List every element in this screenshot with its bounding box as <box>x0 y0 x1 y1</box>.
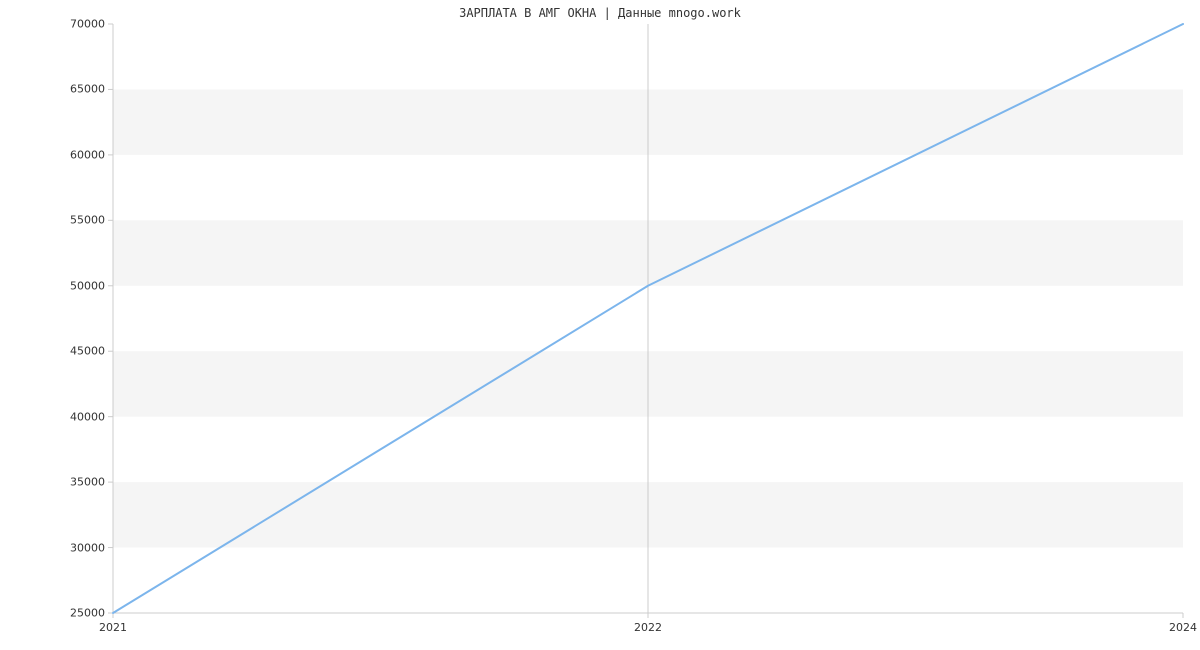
y-tick-label: 25000 <box>45 607 105 620</box>
y-tick-label: 45000 <box>45 345 105 358</box>
y-tick-label: 50000 <box>45 279 105 292</box>
chart-svg <box>0 0 1200 650</box>
x-tick-label: 2022 <box>634 621 662 634</box>
salary-line-chart: ЗАРПЛАТА В АМГ ОКНА | Данные mnogo.work … <box>0 0 1200 650</box>
x-tick-label: 2024 <box>1169 621 1197 634</box>
x-tick-label: 2021 <box>99 621 127 634</box>
y-tick-label: 55000 <box>45 214 105 227</box>
y-tick-label: 30000 <box>45 541 105 554</box>
y-tick-label: 40000 <box>45 410 105 423</box>
y-tick-label: 60000 <box>45 148 105 161</box>
y-tick-label: 70000 <box>45 18 105 31</box>
y-tick-label: 65000 <box>45 83 105 96</box>
y-tick-label: 35000 <box>45 476 105 489</box>
